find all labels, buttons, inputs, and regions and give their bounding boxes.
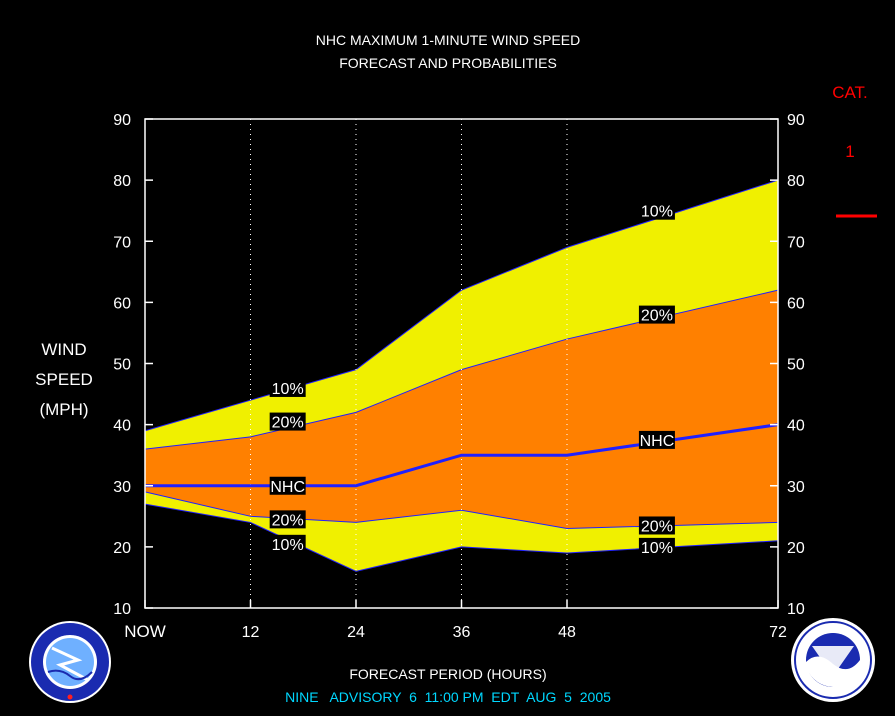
x-axis-label: FORECAST PERIOD (HOURS) bbox=[349, 666, 546, 682]
y-tick-label-left: 40 bbox=[113, 418, 131, 435]
y-tick-label-right: 50 bbox=[787, 357, 805, 374]
series-boundary-1 bbox=[144, 289, 779, 450]
annotation-box bbox=[269, 412, 306, 431]
annotation-label: 10% bbox=[272, 537, 304, 554]
y-tick-label-left: 70 bbox=[113, 234, 131, 251]
series-boundary-3 bbox=[144, 491, 779, 530]
chart-title-line2: FORECAST AND PROBABILITIES bbox=[339, 55, 557, 71]
y-tick-label-right: 90 bbox=[787, 112, 805, 129]
category-value: 1 bbox=[845, 142, 854, 161]
annotation-label: NHC bbox=[270, 479, 305, 496]
y-tick-label-left: 10 bbox=[113, 601, 131, 618]
y-tick-label-right: 10 bbox=[787, 601, 805, 618]
annotation-box bbox=[269, 476, 306, 495]
series-boundary-4 bbox=[144, 503, 779, 572]
y-tick-label-left: 30 bbox=[113, 479, 131, 496]
y-tick-label-left: 80 bbox=[113, 173, 131, 190]
y-tick-label-right: 60 bbox=[787, 295, 805, 312]
annotation-label: 20% bbox=[641, 308, 673, 325]
annotation-box bbox=[638, 537, 675, 556]
y-axis-label-line1: WIND bbox=[41, 340, 86, 359]
y-tick-label-left: 50 bbox=[113, 357, 131, 374]
y-tick-label-right: 40 bbox=[787, 418, 805, 435]
series-boundary-0 bbox=[144, 179, 779, 432]
x-tick-label: 72 bbox=[769, 624, 787, 641]
annotation-box bbox=[269, 510, 306, 529]
plot-area: 10 10 20 20 30 30 40 40 50 50 60 60 70 70 80 80 90 90 NOW 1… bbox=[113, 112, 805, 641]
y-tick-label-right: 80 bbox=[787, 173, 805, 190]
annotation-box bbox=[638, 430, 675, 449]
annotation-box bbox=[638, 201, 675, 220]
category-header: CAT. bbox=[832, 83, 868, 102]
annotation-label: NHC bbox=[640, 433, 675, 450]
y-tick-label-left: 20 bbox=[113, 540, 131, 557]
nhc-forecast-line bbox=[145, 423, 779, 488]
annotation-box bbox=[269, 378, 306, 397]
annotation-box bbox=[638, 516, 675, 535]
annotation-label: 10% bbox=[272, 381, 304, 398]
annotation-label: 20% bbox=[272, 512, 304, 529]
x-tick-label: 12 bbox=[242, 624, 260, 641]
annotation-label: 20% bbox=[641, 518, 673, 535]
y-tick-label-left: 60 bbox=[113, 295, 131, 312]
y-tick-label-right: 30 bbox=[787, 479, 805, 496]
annotation-label: 10% bbox=[641, 540, 673, 557]
y-tick-label-left: 90 bbox=[113, 112, 131, 129]
x-tick-label: 48 bbox=[558, 624, 576, 641]
x-tick-label: 36 bbox=[453, 624, 471, 641]
y-tick-label-right: 20 bbox=[787, 540, 805, 557]
annotation-box bbox=[638, 305, 675, 324]
y-axis-label-line2: SPEED bbox=[35, 370, 93, 389]
annotation-label: 20% bbox=[272, 415, 304, 432]
y-tick-label-right: 70 bbox=[787, 234, 805, 251]
noaa-logo bbox=[791, 618, 875, 702]
y-axis-label-line3: (MPH) bbox=[39, 400, 88, 419]
x-tick-label: NOW bbox=[124, 622, 166, 641]
nws-logo bbox=[29, 621, 111, 703]
annotation-box bbox=[269, 534, 306, 553]
x-tick-label: 24 bbox=[347, 624, 365, 641]
chart-title-line1: NHC MAXIMUM 1-MINUTE WIND SPEED bbox=[316, 32, 580, 48]
annotation-label: 10% bbox=[641, 204, 673, 221]
advisory-footer: NINE ADVISORY 6 11:00 PM EDT AUG 5 2005 bbox=[285, 689, 611, 705]
